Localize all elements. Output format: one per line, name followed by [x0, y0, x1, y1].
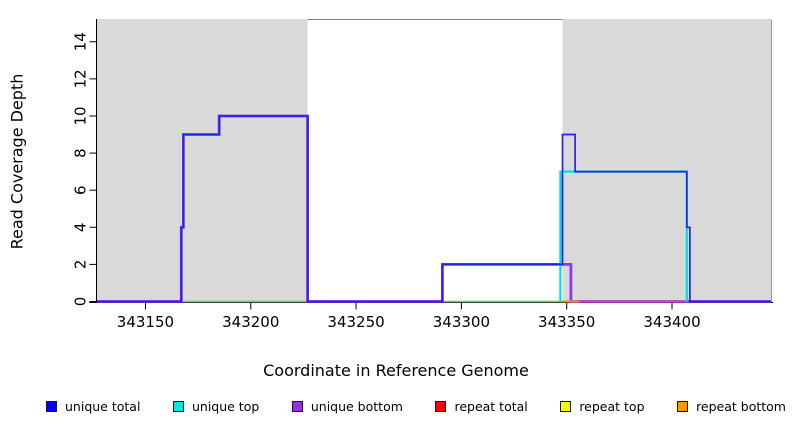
legend-label: repeat total	[454, 399, 528, 414]
legend-label: unique top	[191, 399, 260, 414]
y-tick-label: 6	[72, 185, 90, 195]
y-tick-label: 14	[72, 32, 90, 51]
x-tick-label: 343200	[222, 313, 279, 331]
x-tick-label: 343350	[538, 313, 595, 331]
legend: unique total unique top unique bottom repea…	[46, 399, 786, 414]
y-tick-label: 0	[72, 297, 90, 307]
legend-item-repeat-total: repeat total	[435, 399, 528, 414]
legend-item-unique-top: unique top	[172, 399, 260, 414]
y-tick-label: 4	[72, 223, 90, 233]
x-axis-title: Coordinate in Reference Genome	[0, 361, 792, 380]
coverage-chart: 343150 343200 343250 343300 343350 343400 0 2 4 6…	[72, 19, 773, 331]
legend-item-unique-bottom: unique bottom	[291, 399, 403, 414]
legend-label: repeat bottom	[696, 399, 786, 414]
x-tick-label: 343300	[433, 313, 490, 331]
legend-swatch-unique-bottom	[291, 401, 303, 412]
y-tick-label: 8	[72, 148, 90, 158]
legend-item-repeat-top: repeat top	[560, 399, 645, 414]
x-tick-label: 343400	[643, 313, 700, 331]
x-axis-title-text: Coordinate in Reference Genome	[263, 361, 529, 380]
x-tick-label: 343250	[327, 313, 384, 331]
legend-item-unique-total: unique total	[46, 399, 140, 414]
y-tick-label: 2	[72, 260, 90, 270]
x-tick-label: 343150	[117, 313, 174, 331]
shaded-region-0	[97, 19, 308, 302]
legend-swatch-repeat-total	[435, 401, 447, 412]
y-tick-label: 10	[72, 106, 90, 125]
unique-total-line	[97, 115, 771, 303]
legend-label: unique bottom	[310, 399, 403, 414]
legend-swatch-repeat-bottom	[677, 401, 689, 412]
y-tick-label: 12	[72, 69, 90, 88]
shaded-region-1	[562, 19, 771, 302]
legend-item-repeat-bottom: repeat bottom	[677, 399, 786, 414]
legend-label: unique total	[65, 399, 141, 414]
legend-label: repeat top	[579, 399, 645, 414]
y-axis-title: Read Coverage Depth	[7, 73, 27, 250]
legend-swatch-unique-total	[46, 401, 57, 412]
legend-swatch-repeat-top	[560, 401, 572, 412]
legend-swatch-unique-top	[172, 401, 184, 412]
